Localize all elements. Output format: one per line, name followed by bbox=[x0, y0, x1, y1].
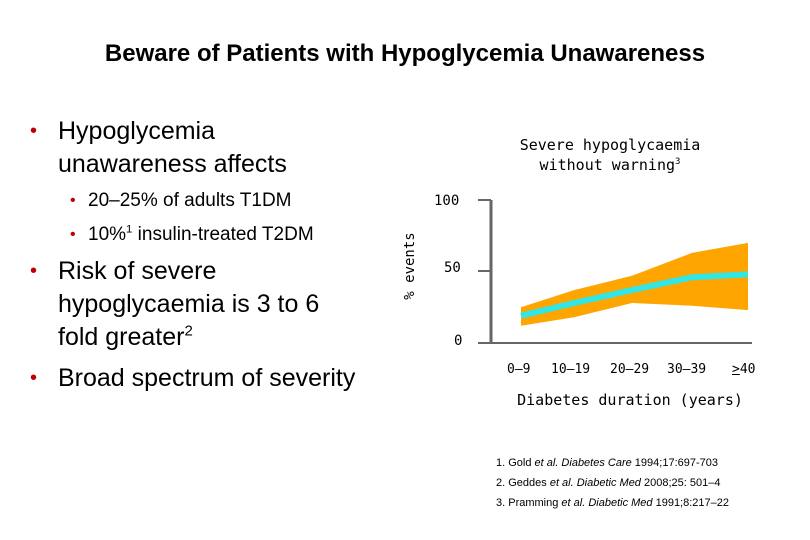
footnote-marker: 1 bbox=[126, 223, 133, 236]
bullet-list: Hypoglycemia unawareness affects 20–25% … bbox=[30, 115, 400, 395]
x-tick-label-number: 40 bbox=[739, 362, 756, 377]
sub-bullet-text: insulin-treated T2DM bbox=[132, 224, 314, 245]
bullet-text-line: unawareness affects bbox=[58, 150, 287, 178]
reference-journal: et al. Diabetic Med bbox=[549, 477, 641, 489]
footnote-marker: 3 bbox=[675, 157, 681, 167]
reference-author: 1. Gold bbox=[496, 457, 535, 469]
chart-title-line: without warning bbox=[539, 156, 676, 174]
bullet-text-line: hypoglycaemia is 3 to 6 bbox=[58, 290, 320, 318]
sub-bullet-text: 20–25% of adults T1DM bbox=[88, 190, 292, 211]
x-tick-label: 10–19 bbox=[551, 362, 591, 377]
x-tick-label: 30–39 bbox=[667, 362, 707, 377]
x-axis-label: Diabetes duration (years) bbox=[517, 391, 743, 409]
chart-title: Severe hypoglycaemia without warning3 bbox=[470, 135, 750, 175]
greater-equal-symbol: > bbox=[732, 362, 740, 377]
reference-item: 1. Gold et al. Diabetes Care 1994;17:697… bbox=[496, 453, 729, 473]
reference-journal: et al. Diabetes Care bbox=[534, 457, 632, 469]
reference-citation: 1994;17:697-703 bbox=[631, 457, 718, 469]
bullet-text-line: Risk of severe bbox=[58, 257, 217, 285]
y-tick-label: 100 bbox=[434, 193, 460, 209]
x-tick-label: >40 bbox=[732, 362, 755, 377]
references: 1. Gold et al. Diabetes Care 1994;17:697… bbox=[496, 453, 729, 513]
slide-title: Beware of Patients with Hypoglycemia Una… bbox=[104, 40, 706, 67]
reference-citation: 2008;25: 501–4 bbox=[640, 477, 721, 489]
reference-item: 3. Pramming et al. Diabetic Med 1991;8:2… bbox=[496, 493, 729, 513]
reference-citation: 1991;8:217–22 bbox=[652, 497, 729, 509]
y-tick-label: 0 bbox=[454, 333, 463, 349]
bullet-spectrum: Broad spectrum of severity bbox=[30, 362, 400, 395]
bullet-text-line: Broad spectrum of severity bbox=[58, 364, 356, 392]
x-tick-label: 0–9 bbox=[507, 362, 531, 377]
bullet-text-line: fold greater bbox=[58, 323, 185, 351]
chart-title-line: Severe hypoglycaemia bbox=[519, 136, 701, 154]
reference-item: 2. Geddes et al. Diabetic Med 2008;25: 5… bbox=[496, 473, 729, 493]
y-tick-label: 50 bbox=[444, 260, 461, 276]
reference-author: 2. Geddes bbox=[496, 477, 550, 489]
sub-bullet-text: 10% bbox=[88, 224, 127, 245]
bullet-risk: Risk of severe hypoglycaemia is 3 to 6 f… bbox=[30, 255, 400, 354]
bullet-text-line: Hypoglycemia bbox=[58, 117, 216, 145]
reference-author: 3. Pramming bbox=[496, 497, 562, 509]
series-line bbox=[520, 271, 749, 319]
reference-journal: et al. Diabetic Med bbox=[561, 497, 653, 509]
bullet-unawareness: Hypoglycemia unawareness affects bbox=[30, 115, 400, 181]
range-band bbox=[521, 242, 748, 326]
x-tick-label: 20–29 bbox=[610, 362, 650, 377]
footnote-marker: 2 bbox=[184, 322, 193, 340]
sub-bullet-t1dm: 20–25% of adults T1DM bbox=[30, 187, 400, 215]
sub-bullet-t2dm: 10%1 insulin-treated T2DM bbox=[30, 221, 400, 249]
